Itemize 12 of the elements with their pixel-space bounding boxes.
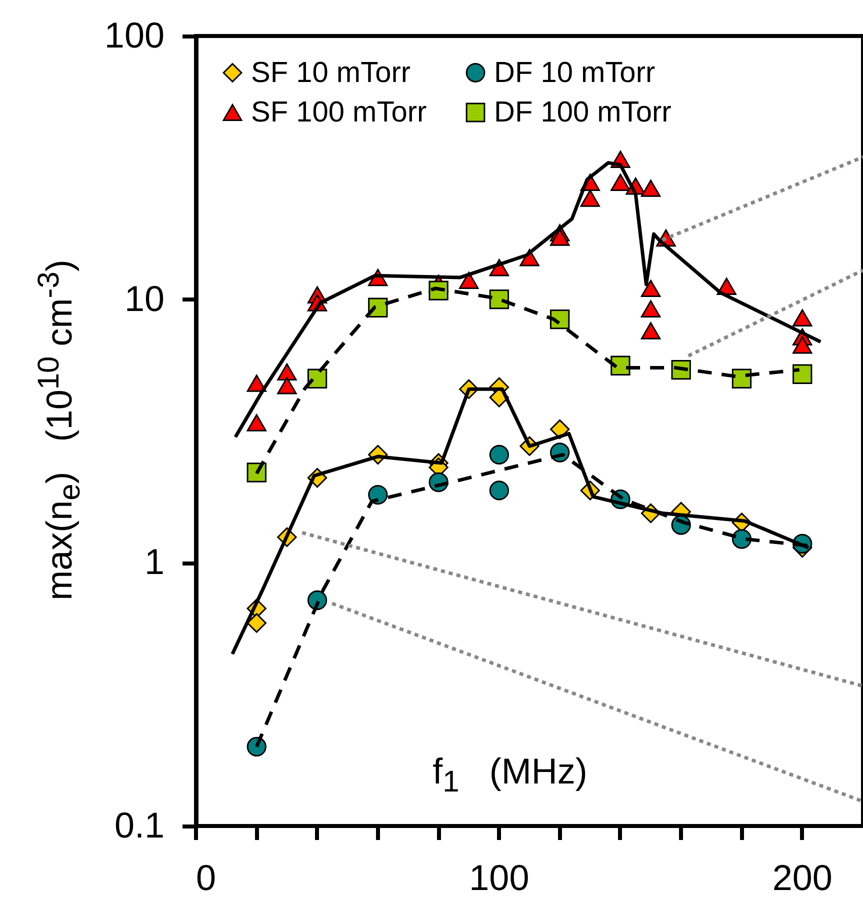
y-tick-label: 1 xyxy=(144,541,164,582)
x-tick-label: 0 xyxy=(196,857,216,898)
x-tick-label: 200 xyxy=(772,857,832,898)
y-tick-label: 100 xyxy=(104,14,164,56)
legend-label: SF 100 mTorr xyxy=(251,96,427,128)
legend-label: DF 100 mTorr xyxy=(494,96,672,128)
legend-label: DF 10 mTorr xyxy=(494,56,656,89)
x-tick-label: 100 xyxy=(469,857,530,898)
x-axis-title: f$_{1}$ (MHz) xyxy=(432,750,588,800)
legend-label: SF 10 mTorr xyxy=(251,56,411,89)
y-tick-label: 0.1 xyxy=(114,804,164,846)
y-tick-label: 10 xyxy=(124,278,164,319)
